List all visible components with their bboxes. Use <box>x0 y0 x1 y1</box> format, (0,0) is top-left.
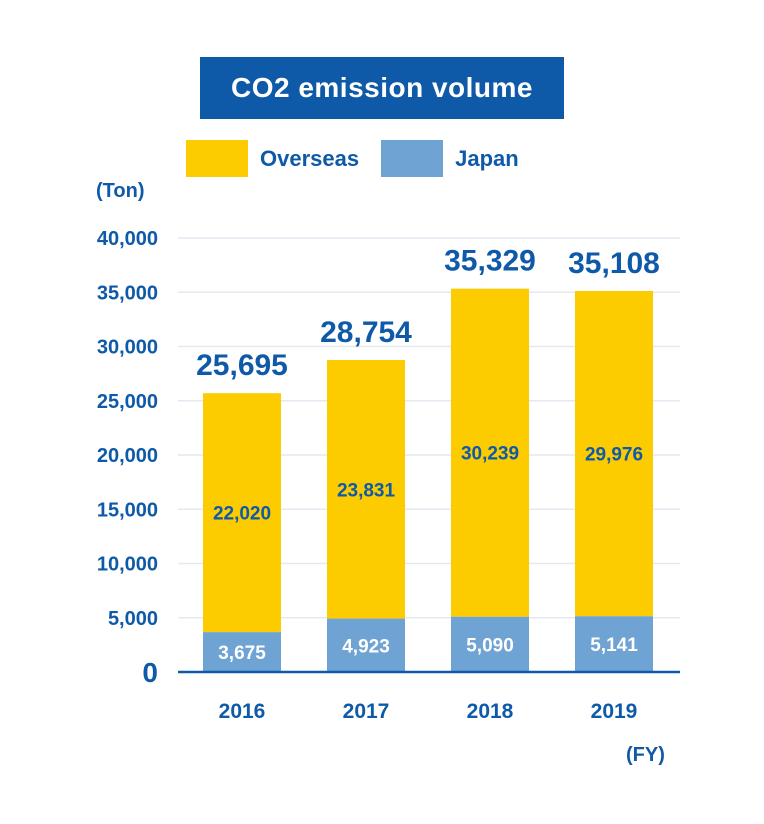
y-tick-label: 40,000 <box>97 228 158 250</box>
data-label-japan: 3,675 <box>218 643 266 664</box>
y-tick-label: 35,000 <box>97 282 158 304</box>
data-label-total: 35,108 <box>568 247 660 280</box>
x-tick-label: 2019 <box>591 700 638 723</box>
legend-item-overseas: Overseas <box>186 140 359 177</box>
y-tick-label: 0 <box>142 657 158 688</box>
data-label-japan: 4,923 <box>342 636 390 657</box>
chart-title-box: CO2 emission volume <box>200 57 564 119</box>
chart-title: CO2 emission volume <box>230 72 534 103</box>
y-tick-label: 5,000 <box>108 608 158 630</box>
data-label-total: 28,754 <box>320 316 412 349</box>
x-axis-unit: (FY) <box>626 744 665 766</box>
y-axis-unit: (Ton) <box>96 180 145 202</box>
bar-overseas <box>327 360 405 619</box>
data-label-overseas: 23,831 <box>337 480 396 501</box>
y-tick-label: 20,000 <box>97 445 158 467</box>
legend-item-japan: Japan <box>381 140 519 177</box>
bar-japan <box>451 616 529 672</box>
x-tick-label: 2017 <box>343 700 390 723</box>
x-tick-label: 2016 <box>219 700 266 723</box>
y-tick-label: 15,000 <box>97 499 158 521</box>
legend: Overseas Japan <box>186 140 541 177</box>
data-label-total: 35,329 <box>444 245 536 278</box>
legend-swatch-japan <box>381 140 444 177</box>
data-label-overseas: 29,976 <box>585 445 643 466</box>
y-tick-label: 10,000 <box>97 554 158 576</box>
bar-overseas <box>203 393 281 633</box>
legend-label-overseas: Overseas <box>260 145 360 171</box>
y-tick-label: 25,000 <box>97 391 158 413</box>
bar-japan <box>203 632 281 672</box>
data-label-japan: 5,141 <box>590 635 638 656</box>
bar-overseas <box>451 288 529 617</box>
bar-japan <box>575 616 653 672</box>
y-tick-label: 30,000 <box>97 337 158 359</box>
legend-label-japan: Japan <box>455 145 519 171</box>
x-tick-label: 2018 <box>467 700 514 723</box>
data-label-japan: 5,090 <box>466 635 514 656</box>
data-label-total: 25,695 <box>196 349 288 382</box>
data-label-overseas: 30,239 <box>461 444 519 465</box>
bar-japan <box>327 618 405 672</box>
bar-overseas <box>575 290 653 617</box>
legend-swatch-overseas <box>186 140 248 177</box>
data-label-overseas: 22,020 <box>213 504 271 525</box>
